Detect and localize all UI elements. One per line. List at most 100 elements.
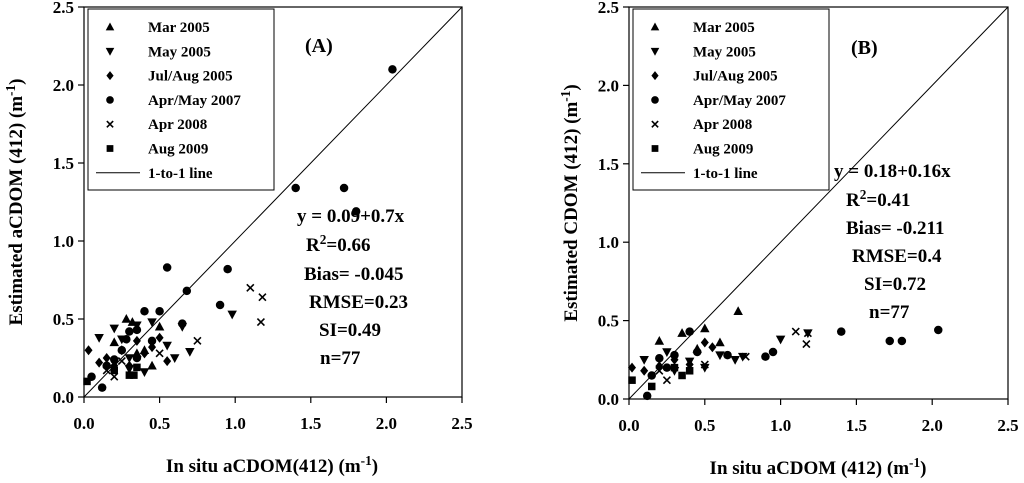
- legend-marker: [651, 145, 659, 152]
- data-point: [130, 371, 138, 379]
- data-point: [246, 283, 255, 292]
- y-axis-title: Estimated aCDOM (412) (m-1): [3, 79, 28, 326]
- data-point: [803, 329, 812, 338]
- data-point: [155, 306, 164, 316]
- legend-marker: [651, 120, 659, 128]
- regression-stat: n=77: [869, 302, 910, 323]
- legend-box: [87, 8, 275, 191]
- data-point: [109, 355, 119, 364]
- data-point: [654, 335, 665, 345]
- legend-entry-label: Jul/Aug 2005: [148, 69, 233, 85]
- data-point: [291, 183, 300, 193]
- data-point: [117, 357, 126, 366]
- data-point: [110, 366, 118, 375]
- y-tick-label: 2.5: [598, 0, 619, 17]
- data-point: [897, 336, 907, 346]
- data-point: [139, 368, 150, 378]
- regression-stat: SI=0.72: [864, 274, 926, 295]
- x-tick-label: 1.5: [846, 416, 867, 435]
- y-tick-label: 2.0: [53, 76, 74, 95]
- panel-label: (B): [851, 37, 878, 59]
- legend-entry-label: Mar 2005: [148, 20, 210, 36]
- data-point: [647, 382, 656, 391]
- x-tick-label: 1.5: [300, 414, 321, 433]
- data-point: [761, 352, 770, 361]
- data-point: [351, 207, 361, 216]
- regression-stat: n=77: [320, 348, 361, 369]
- data-point: [642, 391, 652, 401]
- data-point: [639, 356, 649, 365]
- data-point: [132, 325, 142, 335]
- data-point: [147, 336, 157, 346]
- data-point: [132, 353, 142, 363]
- data-point: [647, 371, 656, 380]
- regression-stat: SI=0.49: [319, 320, 381, 341]
- legend: Mar 2005 May 2005 Jul/Aug 2005 Apr/May 2007…: [87, 8, 275, 191]
- data-point: [775, 335, 786, 345]
- regression-stat: Bias= -0.045: [304, 264, 404, 285]
- regression-stat: RMSE=0.23: [309, 292, 408, 313]
- y-tick-label: 1.5: [598, 155, 619, 174]
- x-tick-label: 0.5: [694, 416, 715, 435]
- data-point: [133, 363, 141, 372]
- data-point: [677, 328, 687, 337]
- data-point: [125, 327, 134, 336]
- regression-stat: RMSE=0.4: [852, 246, 942, 267]
- y-tick-label: 2.0: [598, 76, 619, 95]
- data-point: [109, 324, 119, 334]
- data-point: [94, 333, 104, 343]
- data-point: [700, 360, 709, 369]
- legend-marker: [651, 96, 659, 104]
- regression-stat: R2=0.41: [846, 187, 910, 212]
- legend-entry-label: Apr/May 2007: [693, 93, 786, 109]
- y-tick-label: 2.5: [53, 0, 74, 17]
- legend-marker: [650, 22, 660, 31]
- data-point: [84, 345, 93, 356]
- legend-marker: [106, 120, 114, 128]
- data-point: [178, 319, 187, 328]
- data-point: [730, 356, 740, 365]
- data-point: [715, 351, 725, 361]
- plot-area-frame: [83, 6, 463, 398]
- data-point: [121, 314, 132, 323]
- chart-panel-b: 0.0 0.5 1.0 1.5 2.0 2.5 0.0 0.5 1.0 1.5 2.0 2.5 In s…: [558, 0, 1019, 479]
- regression-stat: y = 0.18+0.16x: [834, 161, 951, 182]
- data-point: [655, 353, 664, 363]
- data-point: [628, 376, 636, 384]
- data-point: [768, 347, 778, 357]
- x-axis-title: In situ aCDOM(412) (m-1): [166, 453, 378, 478]
- y-tick-label: 0.0: [598, 390, 619, 409]
- data-point: [223, 264, 232, 274]
- data-point: [662, 363, 672, 372]
- chart-panel-a: 0.0 0.5 1.0 1.5 2.0 2.5 0.0 0.5 1.0 1.5 2.0 2.5 In s…: [3, 0, 473, 477]
- legend-box: [632, 8, 830, 191]
- plot-area-frame: [628, 6, 1009, 400]
- data-point: [185, 348, 195, 357]
- data-point: [256, 318, 265, 327]
- y-tick-label: 1.0: [598, 233, 619, 252]
- regression-stat: y = 0.09+0.7x: [297, 206, 405, 227]
- data-point: [655, 366, 664, 375]
- data-point: [227, 310, 237, 320]
- regression-stat: R2=0.66: [306, 232, 370, 257]
- data-point: [791, 327, 800, 336]
- data-point: [140, 306, 149, 316]
- data-point: [147, 318, 157, 328]
- y-tick-label: 1.5: [53, 154, 74, 173]
- data-point: [117, 345, 127, 355]
- legend-entry-label: Apr/May 2007: [148, 93, 241, 109]
- legend-entry-label: Jul/Aug 2005: [693, 69, 778, 85]
- legend-marker: [651, 71, 659, 81]
- one-to-one-line: [83, 6, 463, 398]
- data-point: [662, 348, 672, 357]
- legend-entry-label: Apr 2008: [148, 117, 207, 133]
- data-point: [700, 337, 709, 348]
- legend-marker: [106, 71, 114, 81]
- legend-entry-label: 1-to-1 line: [148, 166, 213, 182]
- data-point: [388, 65, 397, 74]
- panel-label: (A): [305, 35, 333, 57]
- x-tick-label: 2.0: [376, 414, 397, 433]
- data-point: [258, 293, 267, 302]
- data-point: [836, 327, 846, 336]
